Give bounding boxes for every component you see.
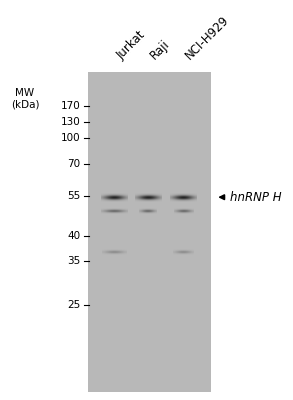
Bar (88, 72, 211, 392)
Text: NCI-H929: NCI-H929 (183, 13, 232, 62)
Text: 100: 100 (61, 133, 81, 143)
Text: 55: 55 (67, 191, 81, 201)
Text: 170: 170 (61, 101, 81, 111)
Text: hnRNP H: hnRNP H (230, 191, 282, 204)
Text: 25: 25 (67, 300, 81, 310)
Text: Raji: Raji (148, 37, 173, 62)
Text: 130: 130 (61, 117, 81, 127)
Text: Jurkat: Jurkat (114, 28, 148, 62)
Text: 35: 35 (67, 256, 81, 266)
Text: 40: 40 (67, 231, 81, 241)
Text: 70: 70 (67, 159, 81, 169)
Text: MW
(kDa): MW (kDa) (11, 88, 39, 110)
